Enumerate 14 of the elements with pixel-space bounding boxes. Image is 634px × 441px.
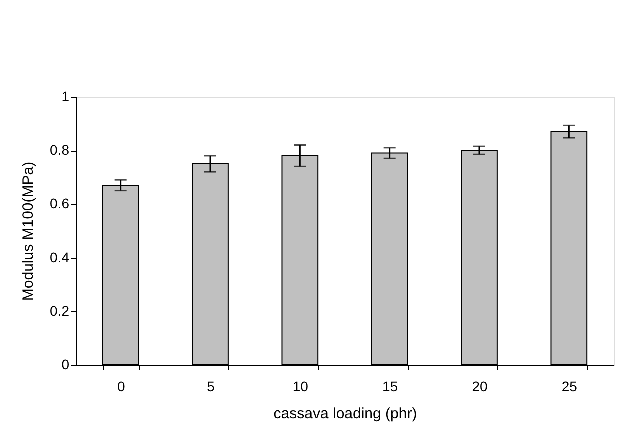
y-tick-label: 0.4	[50, 249, 70, 266]
y-tick-label: 0.8	[50, 142, 70, 158]
y-axis-title: Modulus M100(MPa)	[20, 162, 38, 302]
x-tick-label: 20	[472, 378, 488, 394]
x-tick-label: 10	[292, 378, 309, 394]
y-tick-label: 0.6	[50, 196, 70, 212]
x-tick-label: 25	[562, 378, 578, 394]
x-tick-label: 15	[382, 378, 398, 394]
x-axis-title: cassava loading (phr)	[274, 406, 418, 422]
x-tick-label: 5	[207, 378, 216, 394]
y-tick-label: 0.2	[50, 302, 70, 319]
y-tick-label: 0	[62, 356, 70, 372]
y-tick-label: 1	[62, 88, 70, 104]
x-tick-label: 0	[117, 378, 126, 394]
